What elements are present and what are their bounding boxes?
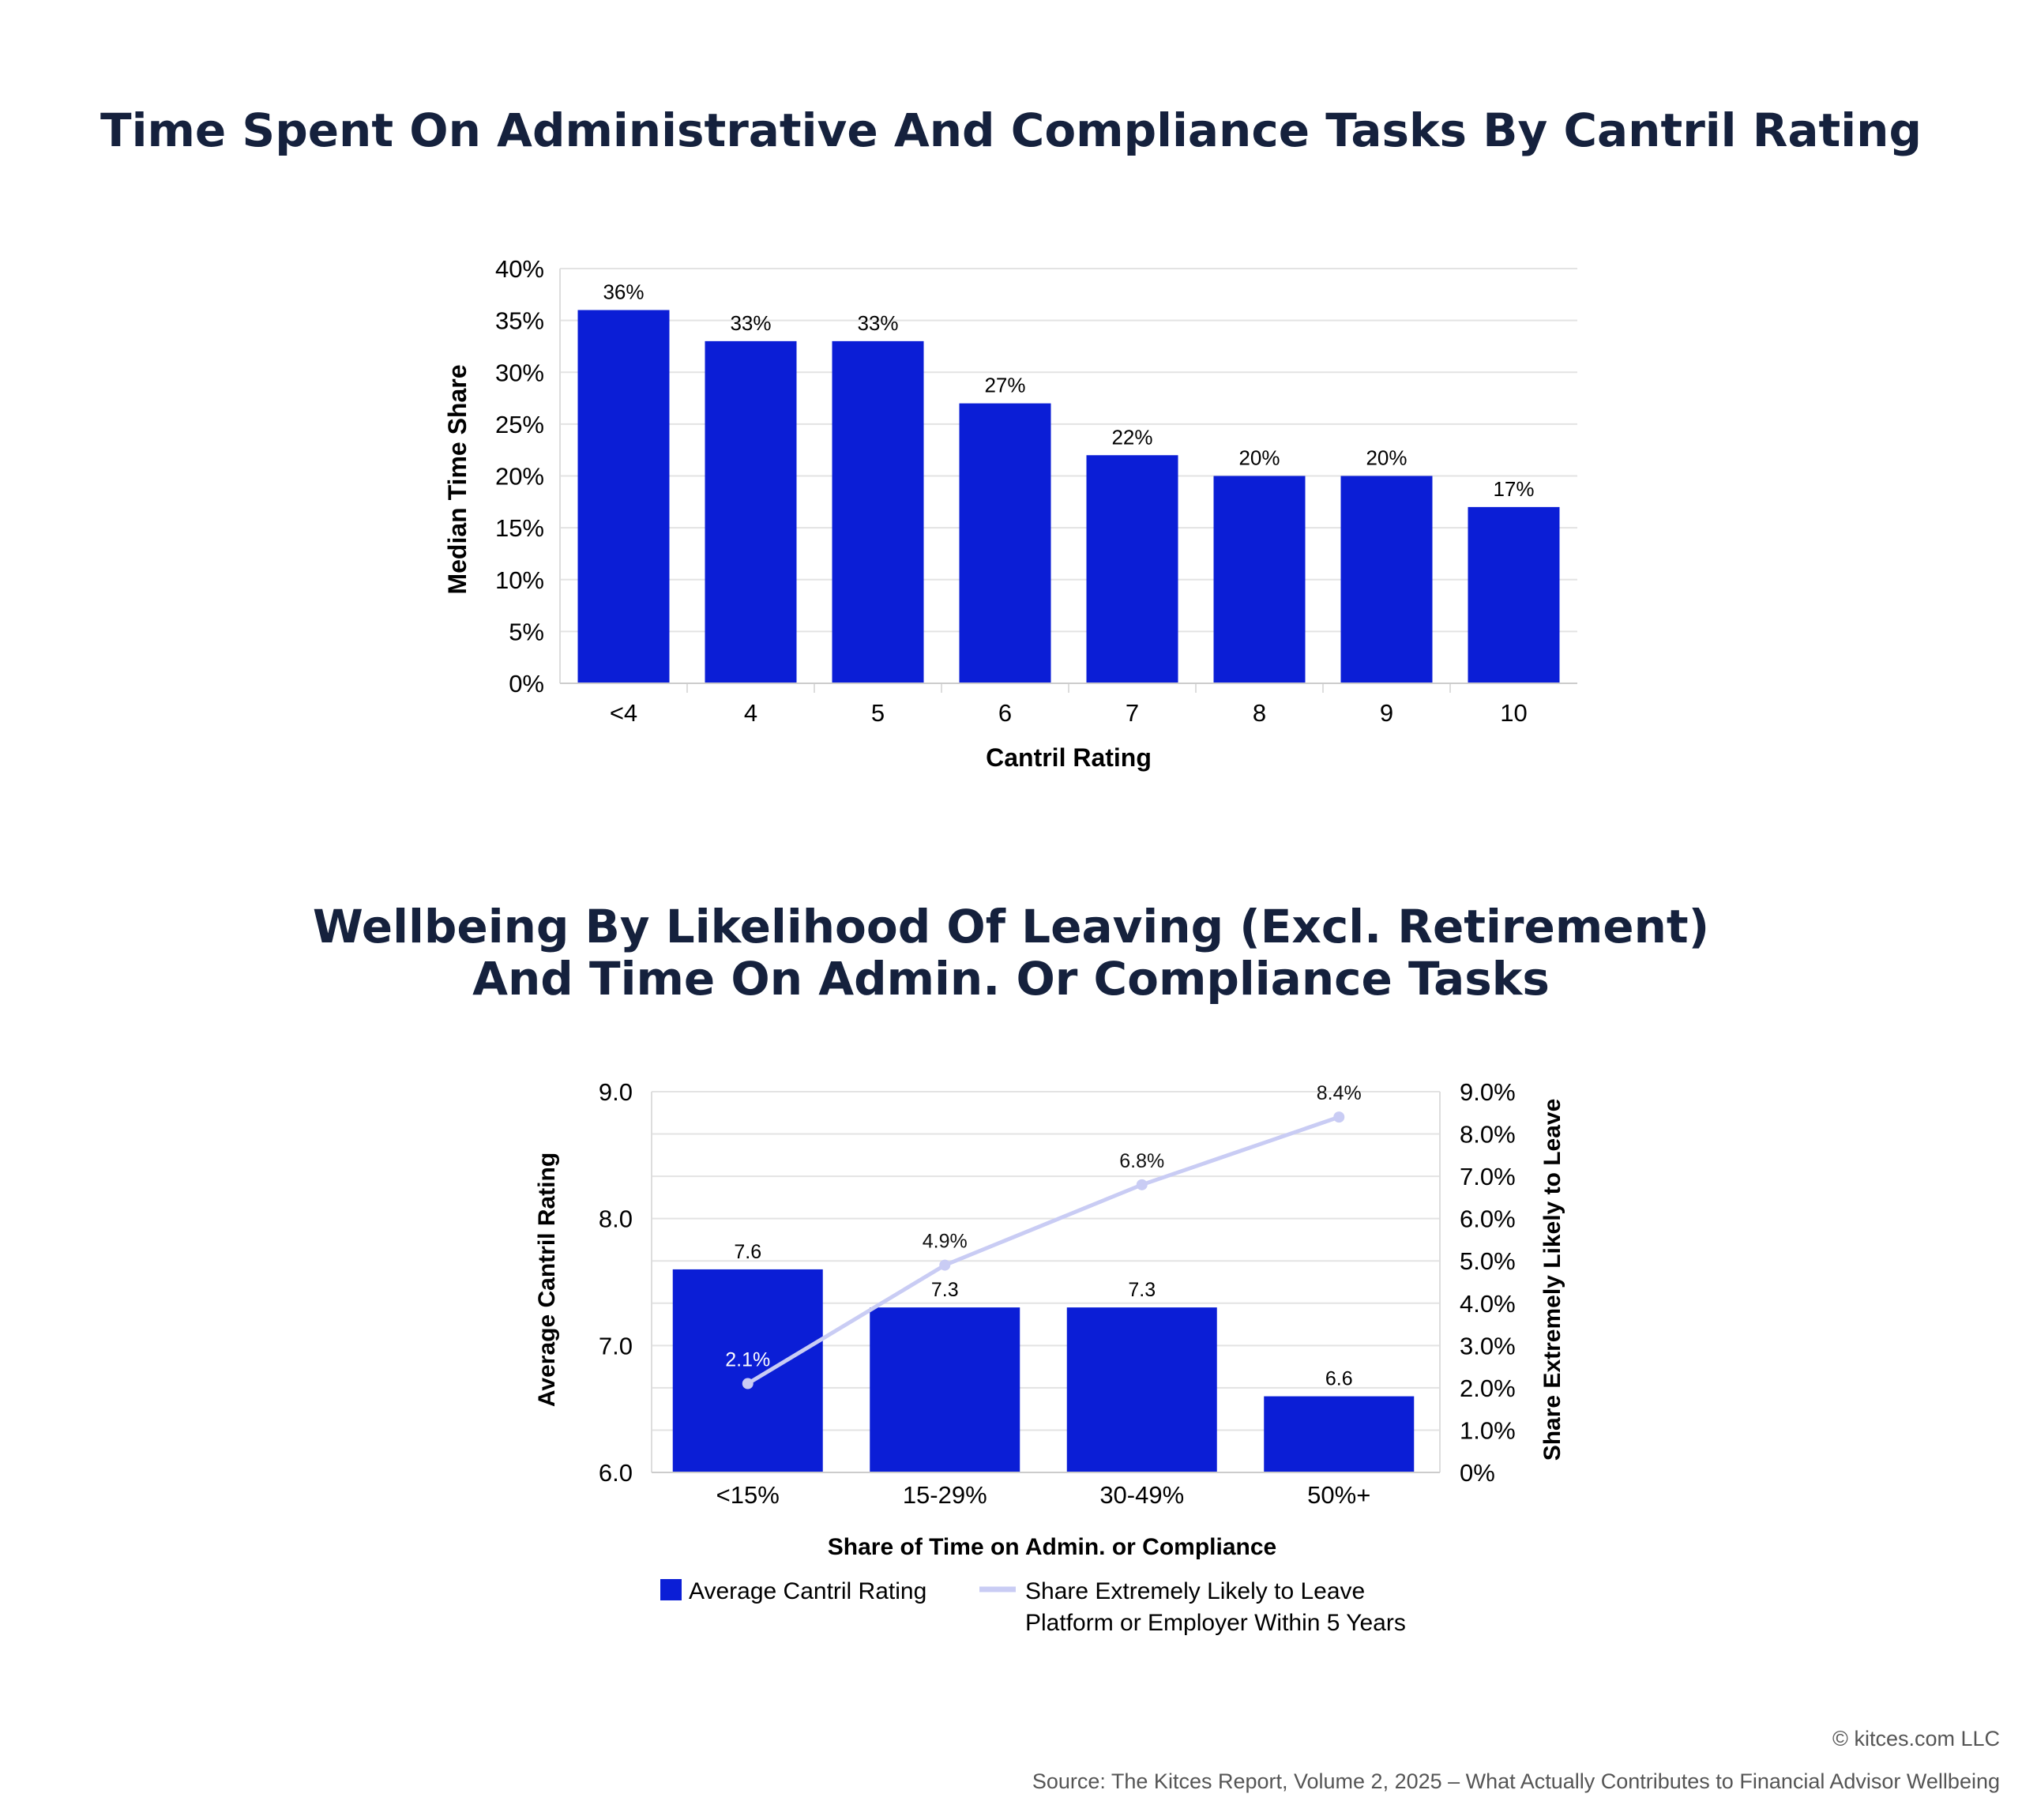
chart2-title-line2: And Time On Admin. Or Compliance Tasks [472,952,1550,1006]
x-tick-label: 30-49% [1099,1481,1184,1509]
right-y-tick-label: 2.0% [1460,1374,1516,1402]
left-y-tick-label: 9.0 [599,1078,633,1106]
x-tick-label: 10 [1500,699,1527,727]
line-point [939,1259,951,1271]
line-point [1136,1179,1148,1190]
y-tick-label: 35% [495,307,544,335]
bar [832,340,924,683]
bar-data-label: 7.3 [931,1279,959,1301]
data-label: 20% [1238,446,1280,470]
bar [959,403,1051,683]
bar [1340,476,1433,683]
line-point [742,1378,754,1389]
data-label: 33% [857,311,898,335]
y-tick-label: 25% [495,411,544,438]
bar [870,1307,1020,1472]
chart2-title-line1: Wellbeing By Likelihood Of Leaving (Excl… [312,900,1710,953]
line-series [746,1115,1340,1386]
legend-bar-swatch [660,1579,682,1600]
y-tick-label: 20% [495,463,544,491]
data-label: 17% [1493,477,1534,501]
bar [577,310,670,683]
line-data-label: 6.8% [1119,1150,1164,1172]
data-label: 36% [603,280,644,304]
x-tick-label: 50%+ [1307,1481,1370,1509]
bar-data-label: 6.6 [1325,1368,1353,1390]
right-y-tick-label: 4.0% [1460,1290,1516,1318]
y-tick-label: 30% [495,359,544,386]
x-tick-label: 5 [871,699,885,727]
bar [1264,1396,1415,1472]
source-note: Source: The Kitces Report, Volume 2, 202… [1032,1769,2000,1793]
legend-line-label-2: Platform or Employer Within 5 Years [1025,1610,1406,1636]
data-label: 22% [1111,425,1152,449]
y-tick-label: 0% [509,670,544,698]
right-y-tick-label: 6.0% [1460,1205,1516,1233]
data-label: 20% [1366,446,1407,470]
right-y-tick-label: 5.0% [1460,1247,1516,1275]
legend-bar-label: Average Cantril Rating [689,1578,926,1604]
line-point [1333,1111,1345,1123]
right-y-tick-label: 3.0% [1460,1332,1516,1359]
y-tick-label: 5% [509,618,544,645]
line-data-label: 8.4% [1317,1082,1362,1104]
x-tick-label: 4 [744,699,757,727]
bar [1468,506,1560,683]
bar [1086,455,1178,683]
legend-line-label-1: Share Extremely Likely to Leave [1025,1578,1365,1604]
bar [705,340,797,683]
right-y-tick-label: 8.0% [1460,1121,1516,1149]
left-y-axis-title: Average Cantril Rating [534,1153,560,1407]
x-tick-label: <15% [716,1481,780,1509]
bar [672,1269,823,1472]
right-y-tick-label: 0% [1460,1459,1495,1487]
bar-data-label: 7.3 [1128,1279,1156,1301]
x-tick-label: 9 [1380,699,1393,727]
right-y-axis-title: Share Extremely Likely to Leave [1539,1099,1565,1461]
y-tick-label: 15% [495,514,544,542]
y-axis-title: Median Time Share [443,364,472,594]
bar [1066,1307,1217,1472]
bar-data-label: 7.6 [734,1241,761,1263]
left-y-tick-label: 7.0 [599,1332,633,1359]
left-y-tick-label: 6.0 [599,1459,633,1487]
line-data-label: 2.1% [725,1349,770,1371]
data-label: 27% [984,374,1025,397]
copyright: © kitces.com LLC [1832,1727,2000,1750]
y-tick-label: 40% [495,255,544,283]
x-tick-label: 8 [1253,699,1266,727]
right-y-tick-label: 9.0% [1460,1078,1516,1106]
x-axis-title: Cantril Rating [986,743,1152,772]
x-tick-label: 6 [998,699,1012,727]
y-tick-label: 10% [495,566,544,594]
x-tick-label: 7 [1126,699,1139,727]
x-tick-label: 15-29% [903,1481,987,1509]
right-y-tick-label: 7.0% [1460,1163,1516,1190]
line-data-label: 4.9% [923,1231,968,1253]
right-y-tick-label: 1.0% [1460,1416,1516,1444]
x-axis-title: Share of Time on Admin. or Compliance [828,1534,1276,1560]
left-y-tick-label: 8.0 [599,1205,633,1233]
bar [1213,476,1306,683]
chart1-title: Time Spent On Administrative And Complia… [100,103,1922,157]
data-label: 33% [730,311,771,335]
x-tick-label: <4 [610,699,637,727]
